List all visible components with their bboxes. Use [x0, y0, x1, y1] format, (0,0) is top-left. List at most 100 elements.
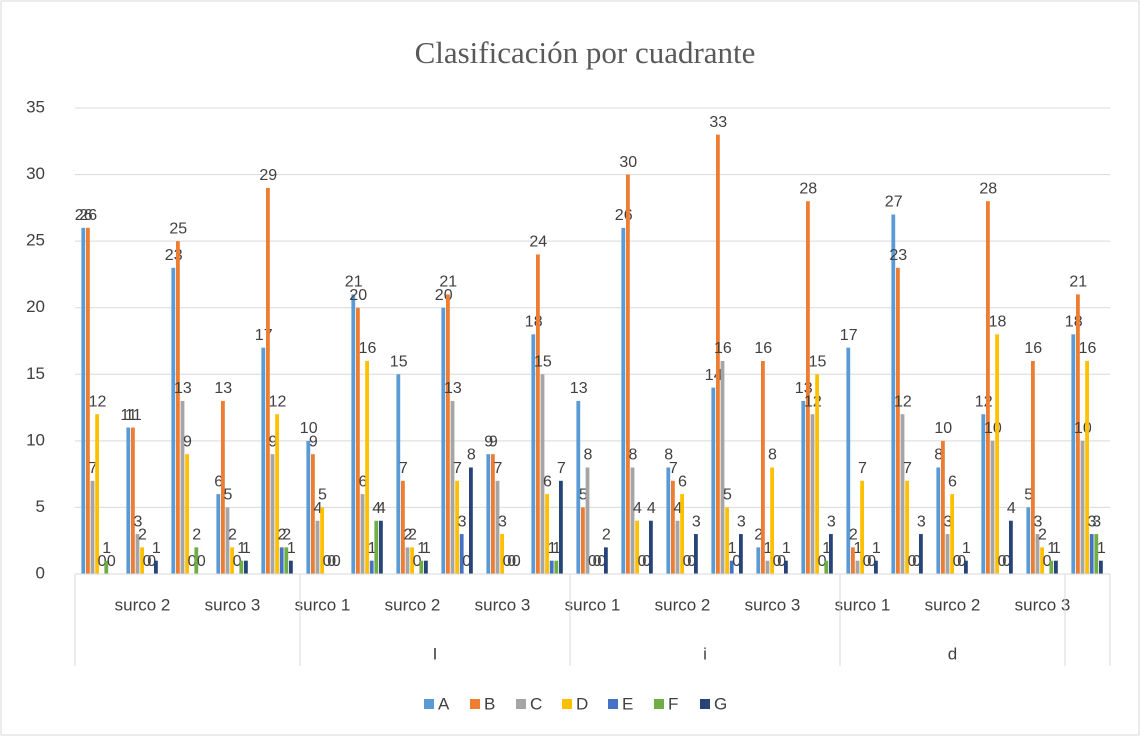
- data-label: 4: [647, 500, 656, 517]
- bar: [770, 467, 774, 574]
- bar: [896, 267, 900, 574]
- bar: [711, 387, 716, 574]
- bar: [446, 294, 450, 574]
- bar: [311, 454, 315, 574]
- bar: [874, 560, 878, 574]
- legend-label: B: [484, 694, 495, 713]
- data-label: 1: [853, 540, 862, 557]
- data-label: 6: [214, 473, 223, 490]
- data-label: 21: [1069, 274, 1087, 291]
- data-label: 9: [484, 433, 493, 450]
- data-label: 0: [197, 553, 206, 570]
- bar: [266, 187, 270, 574]
- bar: [369, 560, 374, 574]
- data-label: 15: [534, 354, 552, 371]
- data-label: 0: [638, 553, 647, 570]
- x-tick-label: surco 2: [115, 595, 171, 614]
- bar: [549, 560, 554, 574]
- bar: [630, 467, 635, 574]
- data-label: 13: [570, 380, 588, 397]
- bar: [1031, 360, 1035, 574]
- bar: [225, 507, 230, 574]
- bar: [279, 547, 284, 574]
- bar: [855, 560, 860, 574]
- bar: [1085, 360, 1089, 574]
- bar: [270, 454, 275, 574]
- data-label: 2: [228, 527, 237, 544]
- bar: [964, 560, 968, 574]
- data-label: 2: [1038, 527, 1047, 544]
- data-label: 21: [345, 274, 363, 291]
- bar: [675, 520, 680, 574]
- bar: [1080, 440, 1085, 574]
- bar: [455, 480, 459, 574]
- data-label: 2: [403, 527, 412, 544]
- x-tick-label: surco 3: [745, 595, 801, 614]
- legend-label: D: [576, 694, 588, 713]
- bar: [680, 494, 684, 574]
- data-label: 4: [1007, 500, 1016, 517]
- bar: [824, 560, 829, 574]
- data-label: 3: [943, 513, 952, 530]
- data-label: 3: [133, 513, 142, 530]
- bar: [135, 534, 140, 574]
- data-label: 23: [889, 247, 907, 264]
- data-label: 12: [894, 393, 912, 410]
- bar: [860, 480, 864, 574]
- bar: [1054, 560, 1058, 574]
- data-label: 9: [268, 433, 277, 450]
- data-label: 6: [543, 473, 552, 490]
- data-label: 2: [138, 527, 147, 544]
- data-label: 8: [583, 447, 592, 464]
- data-label: 7: [399, 460, 408, 477]
- bar: [275, 414, 279, 574]
- x-tick-label: surco 1: [835, 595, 891, 614]
- bar: [239, 560, 244, 574]
- data-label: 8: [628, 447, 637, 464]
- bar: [126, 427, 131, 574]
- data-label: 0: [732, 553, 741, 570]
- bar: [635, 520, 639, 574]
- data-label: 0: [593, 553, 602, 570]
- x-tick-label: surco 3: [1015, 595, 1071, 614]
- group-label: i: [703, 644, 707, 663]
- x-tick-label: surco 2: [655, 595, 711, 614]
- bar: [410, 547, 414, 574]
- data-label: 10: [1074, 420, 1092, 437]
- bar: [154, 560, 158, 574]
- bar: [320, 507, 324, 574]
- bar: [90, 480, 95, 574]
- data-label: 10: [934, 420, 952, 437]
- bar: [846, 347, 851, 574]
- bar: [289, 560, 293, 574]
- data-label: 0: [188, 553, 197, 570]
- data-label: 1: [422, 540, 431, 557]
- data-label: 16: [1079, 340, 1097, 357]
- data-label: 25: [169, 220, 187, 237]
- data-label: 0: [98, 553, 107, 570]
- data-label: 11: [120, 407, 137, 424]
- data-label: 0: [957, 553, 966, 570]
- bar: [671, 480, 675, 574]
- bar: [221, 400, 225, 574]
- x-tick-label: surco 2: [925, 595, 981, 614]
- legend-label: G: [714, 694, 727, 713]
- bar: [725, 507, 729, 574]
- data-label: 26: [79, 207, 97, 224]
- bar: [621, 227, 626, 575]
- bar: [306, 440, 311, 574]
- data-label: 0: [1043, 553, 1052, 570]
- data-label: 27: [885, 194, 903, 211]
- y-tick-label: 35: [26, 97, 45, 116]
- bar: [95, 414, 99, 574]
- data-label: 13: [214, 380, 232, 397]
- bar: [554, 560, 559, 574]
- bar: [540, 374, 545, 574]
- bar: [185, 454, 189, 574]
- data-label: 1: [242, 540, 251, 557]
- data-label: 0: [953, 553, 962, 570]
- bar: [180, 400, 185, 574]
- legend-swatch: [516, 699, 526, 709]
- bar: [761, 360, 765, 574]
- legend-label: F: [668, 694, 678, 713]
